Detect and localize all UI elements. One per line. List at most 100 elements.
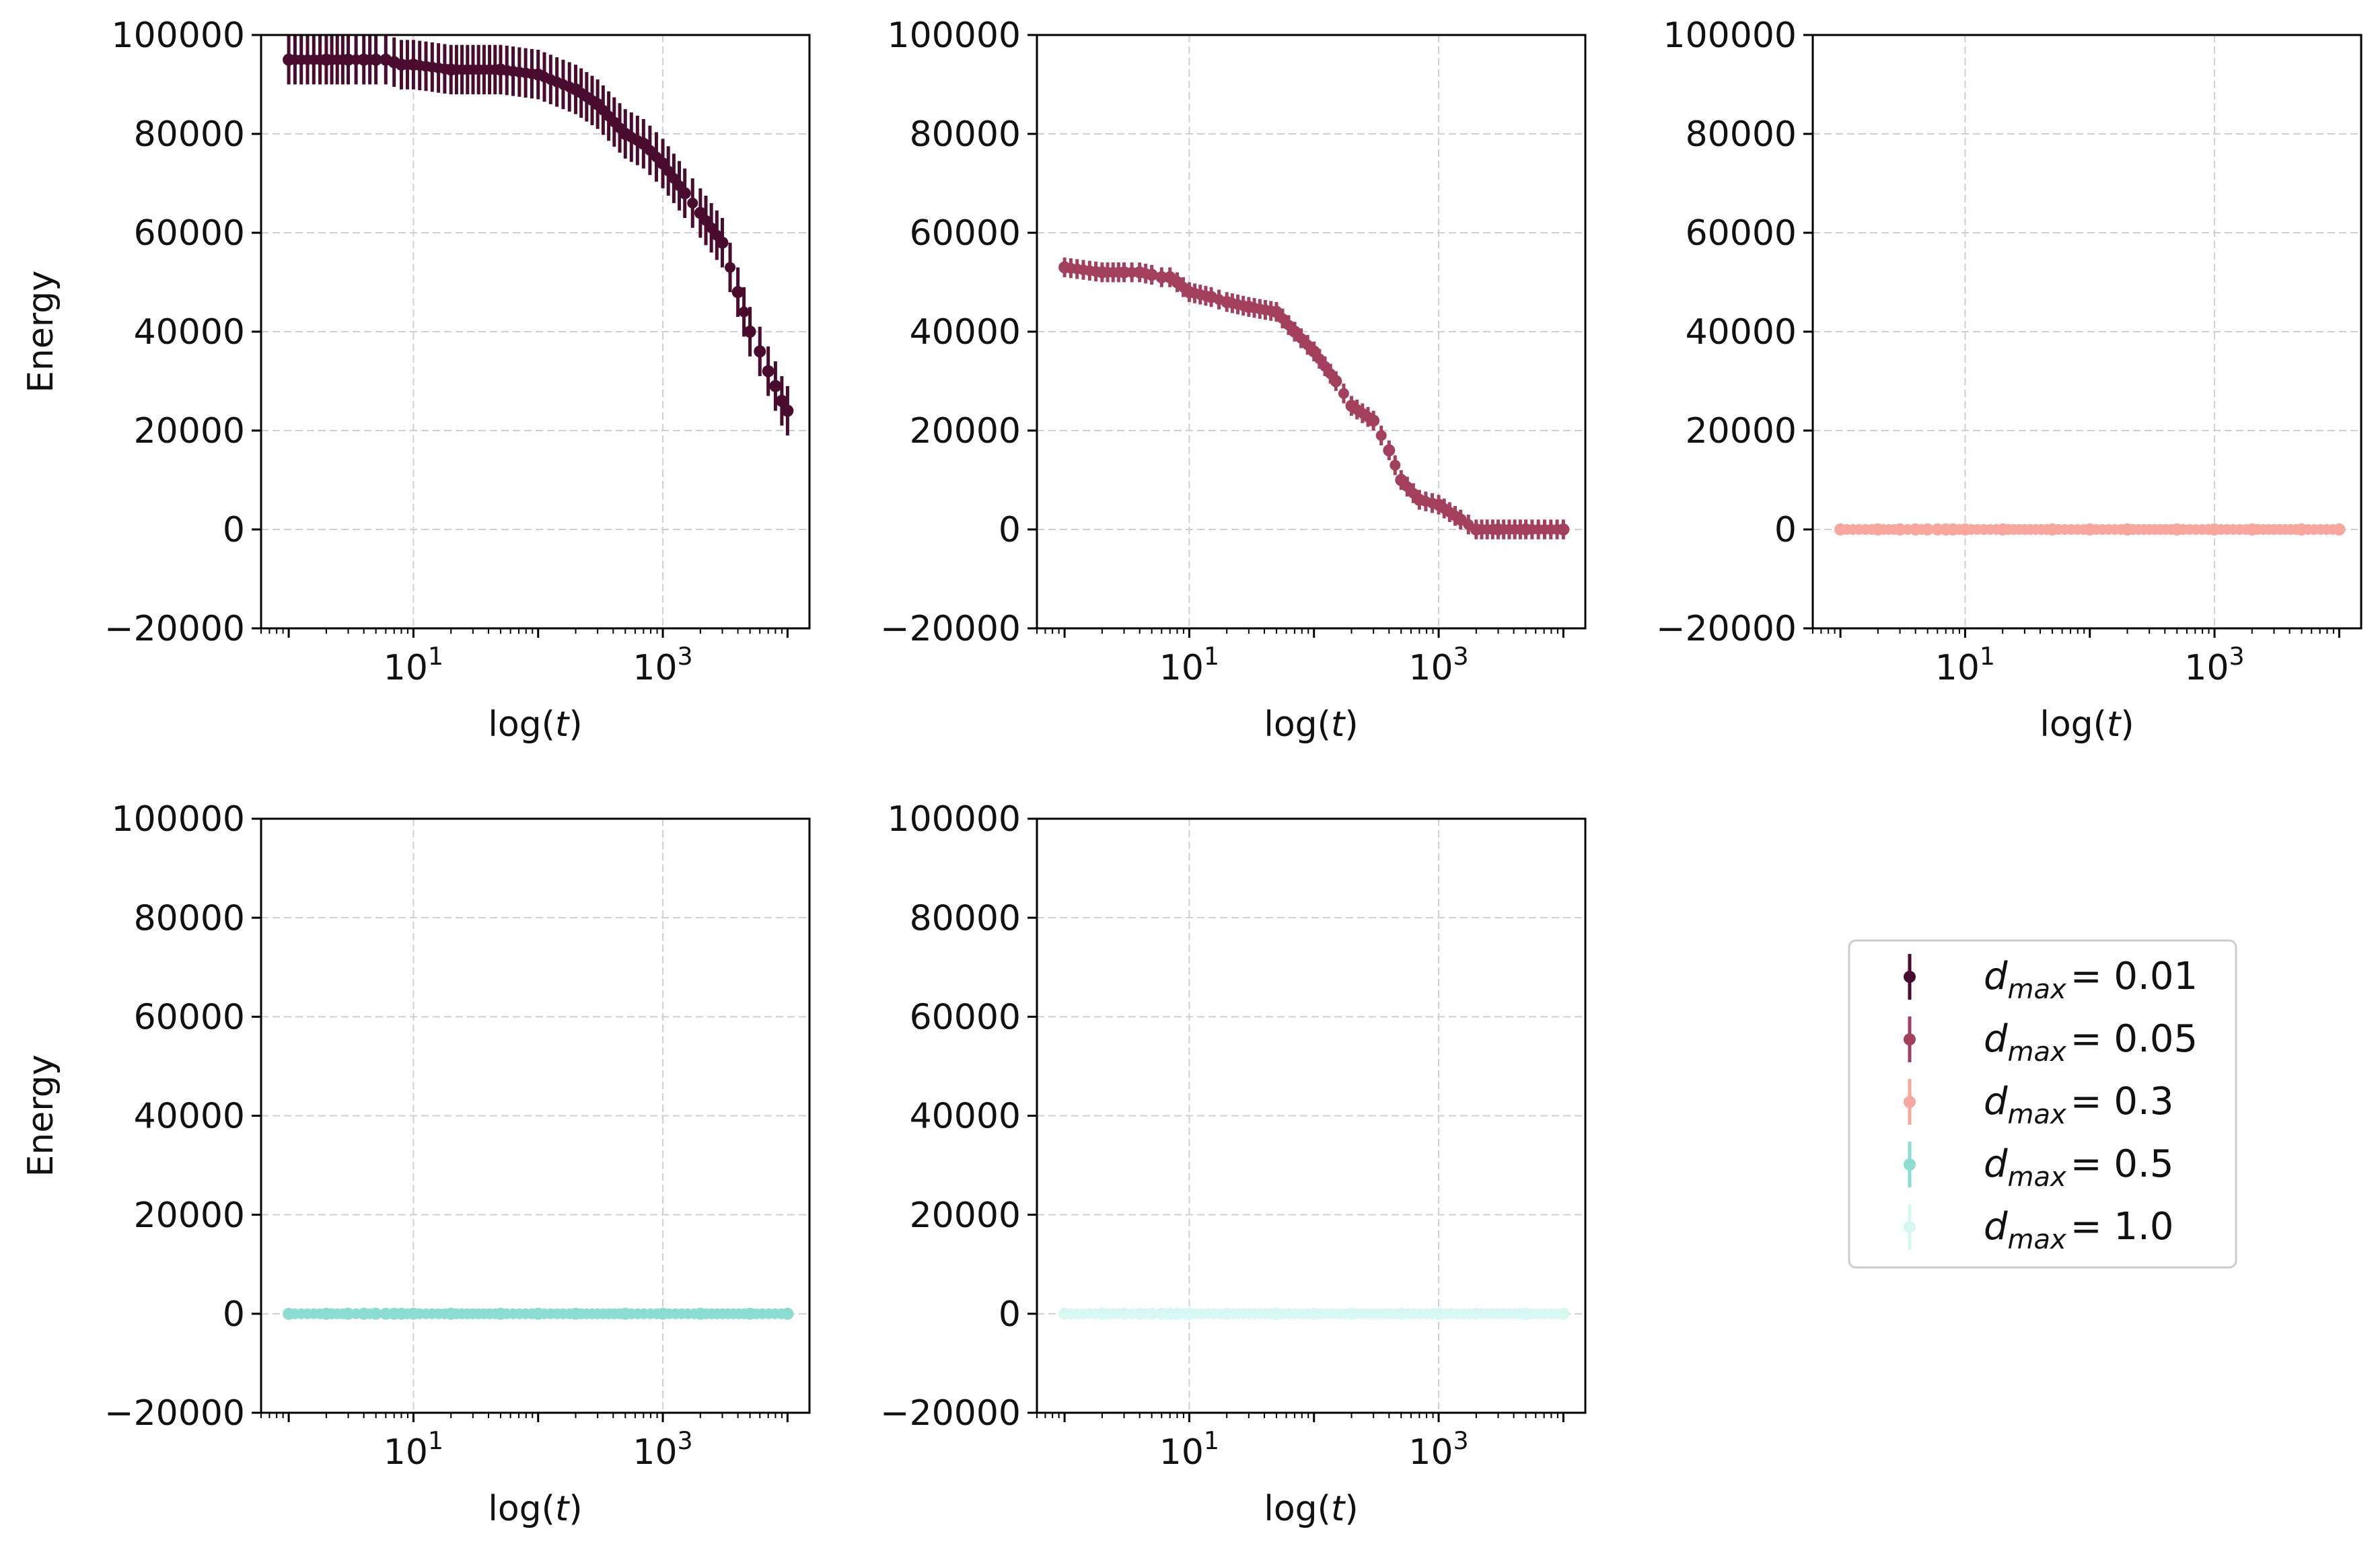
series-5 [1058,1307,1570,1320]
y-tick-label: −20000 [1656,609,1797,649]
y-tick-label: 40000 [134,1097,245,1137]
y-tick-label: −20000 [880,1393,1021,1434]
y-tick-label: 0 [999,510,1021,550]
y-tick-label: 20000 [910,1195,1021,1236]
data-point [369,1307,382,1320]
grid [261,35,809,628]
data-point [1947,523,1959,536]
data-point [1171,1307,1184,1320]
y-tick-label: 100000 [1663,15,1797,56]
y-tick-label: 40000 [134,312,245,353]
data-point [380,1307,392,1320]
data-point [283,1307,295,1320]
data-point [1183,286,1196,299]
y-tick-label: 0 [999,1294,1021,1335]
panel-2: −20000 0 20000 40000 60000 80000 100000 101 103 l… [880,15,1587,745]
legend-entry: dmax = 1.0 [1904,1204,2173,1255]
data-point [1345,400,1358,412]
data-point [445,63,458,76]
data-point [619,1307,632,1320]
data-point [2295,523,2308,536]
data-point [678,187,691,200]
data-point [1058,1307,1071,1320]
data-point [1145,268,1158,281]
data-point [2083,523,2096,536]
y-tick-label: 100000 [111,799,245,840]
legend-entry: dmax = 0.01 [1904,954,2198,1005]
legend-entry: dmax = 0.3 [1904,1079,2173,1130]
x-tick-label: 103 [633,1426,692,1473]
data-point [1909,523,1922,536]
data-point [657,157,670,170]
series-3 [1834,523,2346,536]
data-point [532,1307,544,1320]
y-tick-label: 80000 [134,898,245,938]
data-point [1921,523,1934,536]
data-point [569,83,582,96]
data-point [781,1307,794,1320]
y-tick-label: 60000 [134,998,245,1038]
data-point [1834,523,1847,536]
data-point [1058,261,1071,274]
data-point [1095,1307,1108,1320]
data-point [1996,523,2009,536]
data-point [775,394,788,407]
data-point [357,53,370,66]
data-point [569,1307,582,1320]
x-axis-label: log(t) [1264,1489,1358,1529]
series-2 [1058,257,1570,540]
panel-4: −20000 0 20000 40000 60000 80000 100000 101 103 l… [21,799,811,1529]
legend-marker-icon [1904,1096,1916,1108]
grid [261,819,809,1413]
y-tick-label: 80000 [1686,114,1797,155]
data-point [2046,523,2058,536]
x-axis-label: log(t) [488,1489,582,1529]
data-point [619,128,632,140]
y-tick-label: −20000 [104,1393,245,1434]
data-point [1155,271,1168,284]
y-tick-label: 80000 [910,898,1021,938]
data-point [342,53,355,66]
data-point [1242,301,1255,313]
data-point [744,326,756,338]
data-point [1155,1307,1168,1320]
legend: dmax = 0.01 dmax = 0.05 dmax = 0.3 dmax = 0.5 dm… [1848,939,2237,1269]
data-point [1330,375,1342,388]
data-point [1871,523,1884,536]
marker [738,306,750,318]
legend-marker-icon [1904,971,1916,983]
data-point [1145,1307,1158,1320]
y-axis-label: Energy [21,1054,61,1177]
data-point [1289,326,1301,338]
data-point [1454,513,1467,526]
y-tick-label: 0 [1774,510,1797,550]
grid [1037,35,1585,628]
data-point [754,345,766,358]
y-tick-label: 20000 [910,411,1021,451]
x-tick-label: 103 [633,642,692,688]
data-point [1307,345,1320,358]
panel-3: −20000 0 20000 40000 60000 80000 100000 101 103 l… [1656,15,2363,745]
x-tick-label: 103 [1408,1426,1468,1473]
x-tick-label: 101 [1935,642,1995,688]
data-point [1183,1307,1196,1320]
marker [1390,459,1401,471]
x-tick-label: 103 [2184,642,2244,688]
y-tick-label: 100000 [111,15,245,56]
data-point [1367,414,1380,427]
legend-label: dmax = 0.3 [1984,1080,2173,1130]
y-tick-label: 40000 [910,312,1021,353]
panels: −20000 0 20000 40000 60000 80000 100000 101 103 l… [21,15,2363,1529]
y-tick-label: 60000 [910,213,1021,254]
data-point [591,98,604,110]
data-point [1492,523,1505,536]
x-axis-label: log(t) [488,704,582,745]
y-tick-label: 80000 [910,114,1021,155]
data-point [1221,295,1233,308]
data-point [2333,523,2346,536]
data-point [1383,444,1396,457]
data-point [716,236,729,249]
y-tick-label: 60000 [1686,213,1797,254]
x-tick-label: 101 [1159,642,1219,688]
